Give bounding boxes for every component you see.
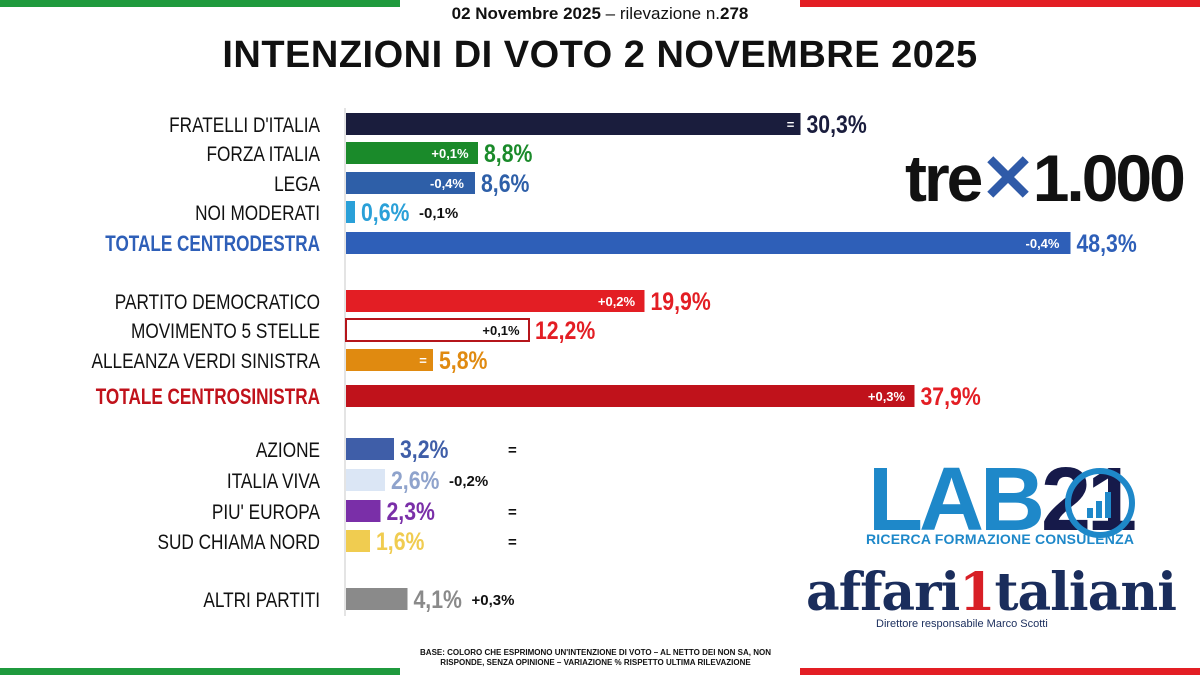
row-label-forza-italia: FORZA ITALIA xyxy=(207,144,321,167)
bar-totale-centrodestra xyxy=(346,232,1071,254)
lab21-tagline: RICERCA FORMAZIONE CONSULENZA xyxy=(866,531,1135,547)
lab21-chart-icon xyxy=(1065,468,1135,538)
row-label-partito-democratico: PARTITO DEMOCRATICO xyxy=(115,292,320,315)
change-label-fratelli-d-italia: = xyxy=(787,117,795,132)
value-label-italia-viva: 2,6% xyxy=(391,466,439,494)
change-label-alleanza-verdi-sinistra: = xyxy=(419,353,427,368)
change-box-movimento-5-stelle xyxy=(475,322,527,338)
bar-noi-moderati xyxy=(346,201,355,223)
affari-part-b: taliani xyxy=(994,562,1176,623)
bar-italia-viva xyxy=(346,469,385,491)
affari-part-a: affari xyxy=(806,562,960,623)
flag-stripe-green-bottom xyxy=(0,668,400,675)
row-label-totale-centrodestra: TOTALE CENTRODESTRA xyxy=(105,232,320,257)
survey-number: 278 xyxy=(720,4,749,23)
tre-x-mark: ✕ xyxy=(980,141,1035,215)
value-label-totale-centrosinistra: 37,9% xyxy=(921,382,981,410)
bar-piu-europa xyxy=(346,500,381,522)
survey-rilevazione: – rilevazione n. xyxy=(605,4,721,23)
survey-date: 02 Novembre 2025 xyxy=(451,4,601,23)
footnote: BASE: COLORO CHE ESPRIMONO UN'INTENZIONE… xyxy=(420,648,771,667)
row-label-totale-centrosinistra: TOTALE CENTROSINISTRA xyxy=(96,385,320,410)
value-label-partito-democratico: 19,9% xyxy=(651,287,711,315)
row-label-azione: AZIONE xyxy=(256,440,320,463)
value-label-lega: 8,6% xyxy=(481,169,529,197)
bar-fratelli-d-italia xyxy=(346,113,801,135)
tre-per-mille-logo: tre✕1.000 xyxy=(905,140,1186,217)
change-label-partito-democratico: +0,2% xyxy=(598,294,636,309)
value-label-movimento-5-stelle: 12,2% xyxy=(535,316,595,344)
lab21-lab: LAB xyxy=(868,450,1045,550)
survey-subtitle: 02 Novembre 2025 – rilevazione n.278 xyxy=(0,4,1200,24)
bar-lega xyxy=(346,172,475,194)
value-label-alleanza-verdi-sinistra: 5,8% xyxy=(439,346,487,374)
row-label-alleanza-verdi-sinistra: ALLEANZA VERDI SINISTRA xyxy=(91,351,320,374)
row-label-italia-viva: ITALIA VIVA xyxy=(227,471,320,494)
value-label-azione: 3,2% xyxy=(400,435,448,463)
affaritaliani-logo: affari1taliani xyxy=(806,562,1177,623)
change-label-noi-moderati: -0,1% xyxy=(419,205,458,222)
value-label-piu-europa: 2,3% xyxy=(387,497,435,525)
bar-sud-chiama-nord xyxy=(346,530,370,552)
row-label-fratelli-d-italia: FRATELLI D'ITALIA xyxy=(169,115,320,138)
change-label-piu-europa: = xyxy=(508,504,517,521)
tre-word: tre xyxy=(905,141,983,215)
row-label-altri-partiti: ALTRI PARTITI xyxy=(203,590,320,613)
change-label-forza-italia: +0,1% xyxy=(431,146,469,161)
change-label-sud-chiama-nord: = xyxy=(508,534,517,551)
row-label-movimento-5-stelle: MOVIMENTO 5 STELLE xyxy=(131,321,320,344)
flag-stripe-red-top xyxy=(800,0,1200,7)
value-label-totale-centrodestra: 48,3% xyxy=(1077,229,1137,257)
affari-one: 1 xyxy=(959,562,995,623)
flag-stripe-red-bottom xyxy=(800,668,1200,675)
row-label-sud-chiama-nord: SUD CHIAMA NORD xyxy=(157,532,320,555)
value-label-fratelli-d-italia: 30,3% xyxy=(807,110,867,138)
change-label-totale-centrosinistra: +0,3% xyxy=(868,389,906,404)
bar-alleanza-verdi-sinistra xyxy=(346,349,433,371)
direttore-line: Direttore responsabile Marco Scotti xyxy=(876,618,1048,630)
flag-stripe-green-top xyxy=(0,0,400,7)
bar-partito-democratico xyxy=(346,290,645,312)
change-label-azione: = xyxy=(508,442,517,459)
change-label-altri-partiti: +0,3% xyxy=(472,592,515,609)
row-label-lega: LEGA xyxy=(274,174,320,197)
value-label-altri-partiti: 4,1% xyxy=(414,585,462,613)
row-label-piu-europa: PIU' EUROPA xyxy=(212,502,320,525)
bar-altri-partiti xyxy=(346,588,408,610)
bar-azione xyxy=(346,438,394,460)
bar-forza-italia xyxy=(346,142,478,164)
value-label-forza-italia: 8,8% xyxy=(484,139,532,167)
value-label-sud-chiama-nord: 1,6% xyxy=(376,527,424,555)
change-label-movimento-5-stelle: +0,1% xyxy=(482,323,520,338)
bar-totale-centrosinistra xyxy=(346,385,915,407)
change-label-totale-centrodestra: -0,4% xyxy=(1026,236,1060,251)
value-label-noi-moderati: 0,6% xyxy=(361,198,409,226)
row-label-noi-moderati: NOI MODERATI xyxy=(195,203,320,226)
page-title: INTENZIONI DI VOTO 2 NOVEMBRE 2025 xyxy=(222,34,978,76)
tre-number: 1.000 xyxy=(1032,141,1186,215)
change-label-lega: -0,4% xyxy=(430,176,464,191)
change-label-italia-viva: -0,2% xyxy=(449,473,488,490)
